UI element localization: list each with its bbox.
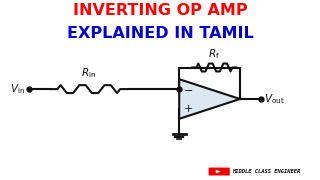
Text: $-$: $-$ [183, 84, 193, 94]
Text: $V_{\mathrm{in}}$: $V_{\mathrm{in}}$ [10, 82, 25, 96]
Text: $V_{\mathrm{out}}$: $V_{\mathrm{out}}$ [264, 92, 285, 106]
Text: $+$: $+$ [183, 103, 193, 114]
Polygon shape [179, 79, 240, 119]
Text: MIDDLE CLASS ENGINEER: MIDDLE CLASS ENGINEER [233, 169, 301, 174]
Text: $R_{\mathrm{in}}$: $R_{\mathrm{in}}$ [81, 66, 96, 80]
Polygon shape [216, 170, 221, 173]
Text: EXPLAINED IN TAMIL: EXPLAINED IN TAMIL [67, 26, 253, 41]
Text: INVERTING OP AMP: INVERTING OP AMP [73, 3, 247, 18]
FancyBboxPatch shape [209, 168, 230, 176]
Text: $R_{\mathrm{f}}$: $R_{\mathrm{f}}$ [208, 47, 220, 61]
